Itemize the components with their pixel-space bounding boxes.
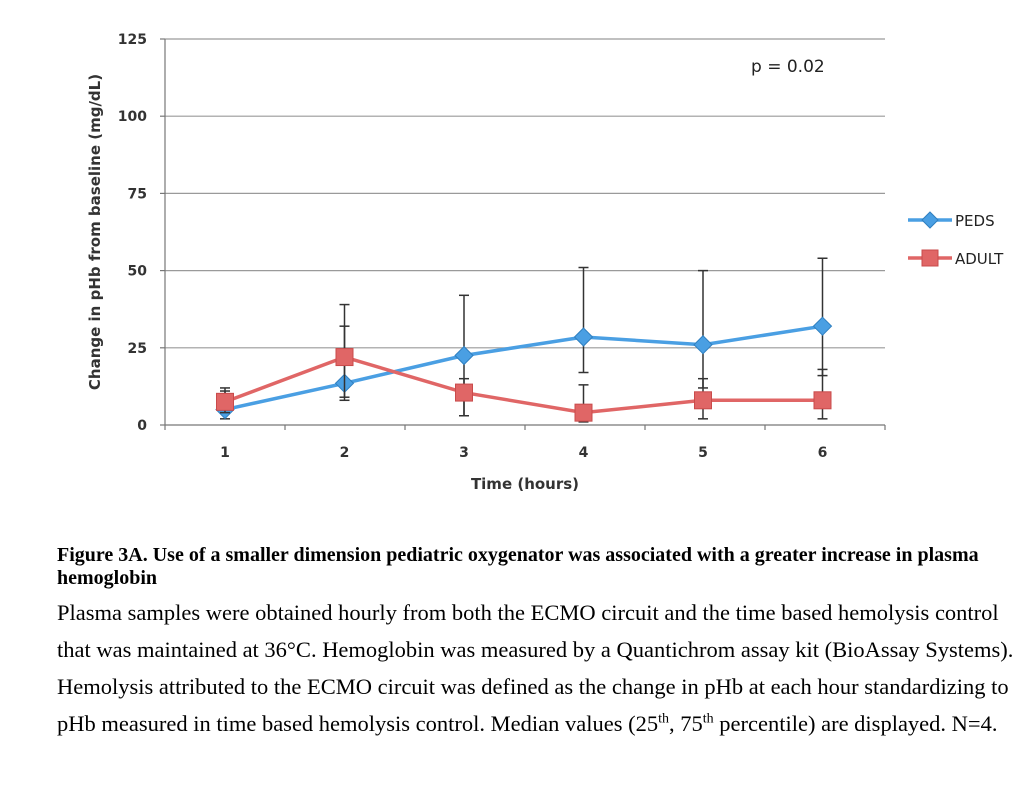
p-value-annotation: p = 0.02 xyxy=(751,57,825,77)
legend-label-peds: PEDS xyxy=(955,212,995,230)
y-axis-title: Change in pHb from baseline (mg/dL) xyxy=(86,74,104,390)
caption-superscript-2: th xyxy=(702,711,714,727)
point-adult-5 xyxy=(694,391,712,410)
figure-caption: Figure 3A. Use of a smaller dimension pe… xyxy=(57,544,1025,742)
y-tick-labels: 0 25 50 75 100 125 xyxy=(118,32,147,434)
point-adult-6 xyxy=(813,391,832,410)
caption-body-text-1: Plasma samples were obtained hourly from… xyxy=(57,600,1014,736)
caption-body-text-3: percentile) are displayed. N=4. xyxy=(713,711,998,736)
y-tick-label-50: 50 xyxy=(128,264,148,280)
point-adult-1 xyxy=(216,392,234,411)
series-line-adult xyxy=(224,355,823,415)
legend-marker-peds xyxy=(921,211,939,229)
legend-marker-adult xyxy=(921,249,939,267)
x-tick-label-3: 3 xyxy=(459,445,469,461)
y-tick-label-100: 100 xyxy=(118,109,147,125)
point-peds-6 xyxy=(812,316,833,336)
point-adult-2 xyxy=(335,348,354,367)
caption-superscript-1: th xyxy=(658,711,670,727)
y-tick-label-25: 25 xyxy=(128,341,147,357)
series xyxy=(215,257,833,423)
caption-body: Plasma samples were obtained hourly from… xyxy=(57,594,1025,742)
point-peds-3 xyxy=(454,345,474,366)
chart: 0 25 50 75 100 125 1 2 3 4 5 6 Change in pHb from … xyxy=(86,32,1004,493)
series-line-peds xyxy=(224,324,823,412)
x-tick-label-2: 2 xyxy=(340,445,350,461)
x-tick-label-5: 5 xyxy=(698,445,708,461)
legend-label-adult: ADULT xyxy=(955,250,1004,268)
gridlines xyxy=(165,38,885,349)
series-peds xyxy=(215,257,833,420)
y-tick-label-0: 0 xyxy=(137,418,147,434)
caption-title: Figure 3A. Use of a smaller dimension pe… xyxy=(57,544,979,589)
x-tick-labels: 1 2 3 4 5 6 xyxy=(220,445,827,461)
y-tick-label-75: 75 xyxy=(128,186,147,202)
x-tick-label-1: 1 xyxy=(220,445,230,461)
x-tick-label-6: 6 xyxy=(818,445,828,461)
point-peds-4 xyxy=(573,327,594,347)
caption-body-text-2: , 75 xyxy=(669,711,703,736)
axes xyxy=(160,38,886,430)
point-adult-4 xyxy=(574,403,593,422)
legend-item-peds: PEDS xyxy=(908,211,995,230)
series-adult xyxy=(216,303,832,423)
point-peds-5 xyxy=(693,335,713,355)
point-adult-3 xyxy=(455,383,473,402)
legend: PEDS ADULT xyxy=(908,211,1004,268)
x-tick-label-4: 4 xyxy=(579,445,589,461)
legend-item-adult: ADULT xyxy=(908,249,1004,268)
y-tick-label-125: 125 xyxy=(118,32,147,48)
x-axis-title: Time (hours) xyxy=(471,475,579,493)
